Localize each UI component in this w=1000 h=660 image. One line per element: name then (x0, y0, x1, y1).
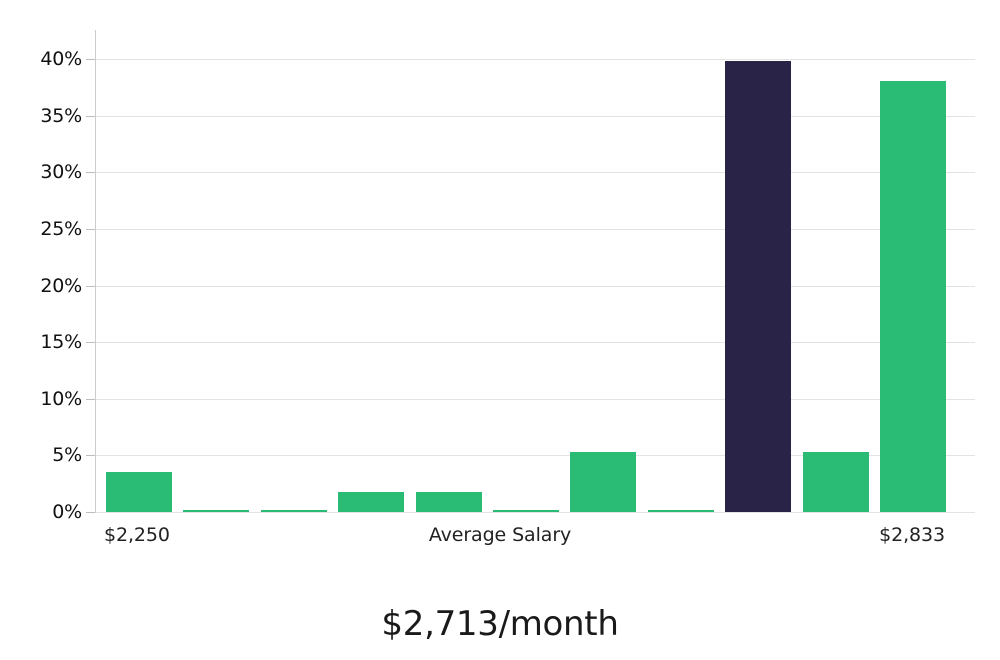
chart-title: $2,713/month (381, 604, 619, 644)
chart-bar[interactable] (106, 472, 172, 512)
y-axis-tick-mark (86, 59, 95, 60)
y-axis-tick-mark (86, 342, 95, 344)
chart-bar[interactable] (725, 61, 792, 512)
y-axis-tick-mark (86, 398, 95, 400)
gridlines (96, 30, 975, 513)
chart-bar[interactable] (183, 509, 250, 512)
y-axis-tick-label: 0% (52, 501, 82, 523)
y-axis-tick-mark (86, 115, 95, 117)
y-axis-tick-label: 25% (40, 217, 82, 240)
y-axis-tick-label: 15% (40, 331, 82, 354)
gridline-35pct (96, 115, 975, 117)
chart-bar[interactable] (260, 509, 327, 512)
gridline-5pct (96, 455, 975, 457)
gridline-0pct (96, 512, 975, 513)
y-axis-line (95, 30, 96, 513)
chart-bar[interactable] (338, 491, 405, 512)
chart-bar[interactable] (802, 451, 869, 512)
chart-bar[interactable] (493, 509, 559, 512)
gridline-25pct (96, 228, 975, 230)
y-axis-tick-label: 35% (40, 104, 82, 127)
x-axis-labels: $2,250 Average Salary $2,833 (0, 524, 1000, 564)
y-axis-tick-mark (86, 172, 95, 174)
y-axis-tick-label: 10% (40, 387, 82, 410)
x-axis-right-label: $2,833 (879, 524, 945, 546)
gridline-40pct (96, 59, 975, 60)
y-axis-tick-label: 5% (52, 444, 82, 467)
y-axis-tick-mark (86, 455, 95, 457)
gridline-10pct (96, 398, 975, 400)
chart-bar[interactable] (415, 491, 482, 512)
y-axis-tick-mark (86, 228, 95, 230)
gridline-20pct (96, 285, 975, 287)
y-axis-tick-label: 30% (40, 161, 82, 184)
gridline-30pct (96, 172, 975, 174)
y-axis-tick-mark (86, 285, 95, 287)
plot-area (96, 30, 975, 513)
x-axis-title: Average Salary (428, 524, 572, 546)
bars-layer (96, 30, 975, 512)
y-axis-tick-label: 40% (40, 48, 82, 70)
chart-bar[interactable] (880, 80, 946, 512)
chart-bar[interactable] (570, 451, 637, 512)
y-axis-tick-label: 20% (40, 274, 82, 297)
gridline-15pct (96, 342, 975, 344)
x-axis-left-label: $2,250 (104, 524, 170, 546)
y-axis-tick-mark (86, 512, 95, 513)
chart-bar[interactable] (647, 509, 714, 512)
